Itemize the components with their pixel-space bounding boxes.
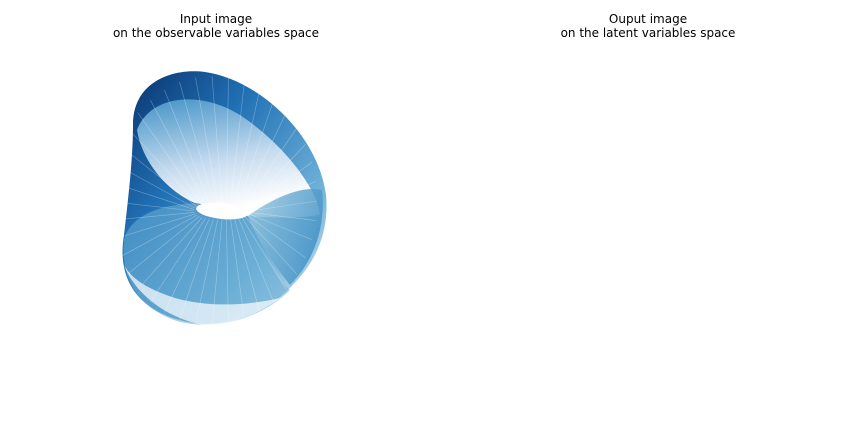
input-surface-hole (196, 202, 248, 220)
input-title-line2: on the observable variables space (112, 26, 320, 40)
output-title-line1: Ouput image (608, 12, 688, 26)
input-mesh-line (118, 214, 198, 259)
input-mesh-line (150, 99, 206, 204)
input-mesh-line (238, 218, 274, 303)
input-mesh-line (106, 200, 195, 212)
input-mesh-line (164, 218, 210, 313)
input-mesh-line (226, 219, 229, 325)
input-mesh-line (111, 162, 196, 209)
output-surface-plot (432, 0, 864, 432)
input-mesh-line (118, 144, 198, 208)
input-mesh-line (249, 200, 318, 212)
input-mesh-line (211, 75, 223, 203)
input-mesh-line (108, 181, 195, 210)
input-mesh-line (248, 162, 313, 209)
input-mesh-line (195, 219, 218, 325)
input-mesh-line (244, 216, 298, 275)
input-title-line1: Input image (179, 12, 253, 26)
input-surface-lower-wall (123, 203, 290, 325)
input-mesh-line (244, 127, 298, 206)
input-mesh-line (179, 82, 214, 203)
input-mesh-line (195, 77, 218, 203)
input-mesh-line (246, 214, 306, 258)
input-mesh-line (126, 216, 200, 275)
input-surface-inner (137, 99, 320, 218)
input-mesh-line (248, 213, 312, 240)
input-mesh-line (226, 77, 229, 203)
input-mesh-line (241, 112, 287, 205)
input-surface-plot (106, 71, 327, 327)
input-surface-mesh (106, 75, 318, 327)
input-mesh-line (112, 213, 196, 240)
input-mesh-line (164, 89, 210, 204)
input-mesh-line (179, 219, 214, 320)
output-panel: Ouput image on the latent variables spac… (432, 0, 864, 432)
input-mesh-line (234, 218, 260, 313)
input-panel: Input image on the observable variables … (0, 12, 432, 327)
input-mesh-line (238, 99, 275, 204)
input-mesh-line (137, 112, 203, 205)
input-mesh-line (249, 181, 316, 210)
input-mesh-line (150, 218, 206, 303)
input-mesh-line (234, 89, 260, 204)
input-mesh-line (249, 212, 316, 221)
input-mesh-line (137, 217, 203, 290)
output-title-line2: on the latent variables space (560, 26, 736, 40)
output-title: Ouput image on the latent variables spac… (432, 12, 864, 40)
input-surface-right-lobe (248, 189, 323, 285)
input-mesh-line (230, 82, 245, 203)
input-mesh-line (230, 219, 245, 320)
input-surface-bottom-highlight (124, 265, 280, 325)
input-surface (106, 71, 327, 327)
input-mesh-line (211, 219, 223, 327)
input-mesh-line (246, 144, 306, 208)
input-mesh-line (241, 217, 287, 290)
input-mesh-line (108, 212, 195, 221)
input-mesh-line (126, 127, 200, 206)
input-title: Input image on the observable variables … (0, 12, 432, 40)
